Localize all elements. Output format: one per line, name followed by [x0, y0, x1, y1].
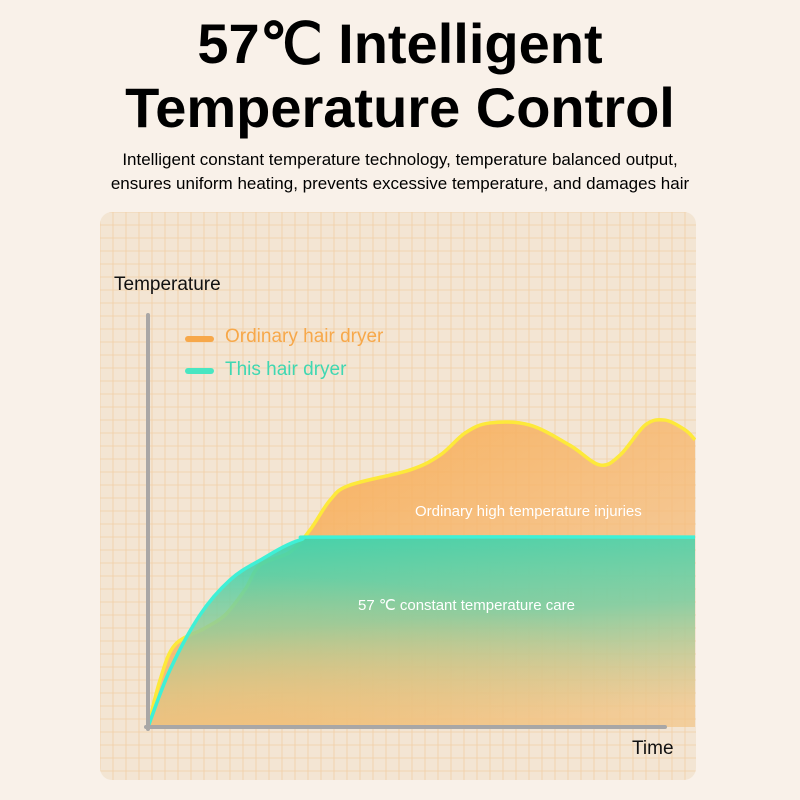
page-title-line1: 57℃ Intelligent	[197, 12, 603, 75]
page-title-line2: Temperature Control	[125, 76, 675, 139]
subtitle: Intelligent constant temperature technol…	[0, 148, 800, 196]
annotation-ordinary: Ordinary high temperature injuries	[415, 503, 642, 520]
x-axis-label: Time	[632, 738, 674, 759]
legend-label-ordinary: Ordinary hair dryer	[225, 326, 384, 347]
series-area-warm-overlay	[148, 536, 695, 727]
subtitle-line2: ensures uniform heating, prevents excess…	[110, 174, 690, 193]
annotation-this: 57 ℃ constant temperature care	[358, 597, 575, 614]
legend-label-this: This hair dryer	[225, 359, 347, 380]
series-line-1	[146, 535, 696, 728]
subtitle-line1: Intelligent constant temperature technol…	[122, 150, 678, 169]
y-axis-label: Temperature	[114, 274, 221, 295]
